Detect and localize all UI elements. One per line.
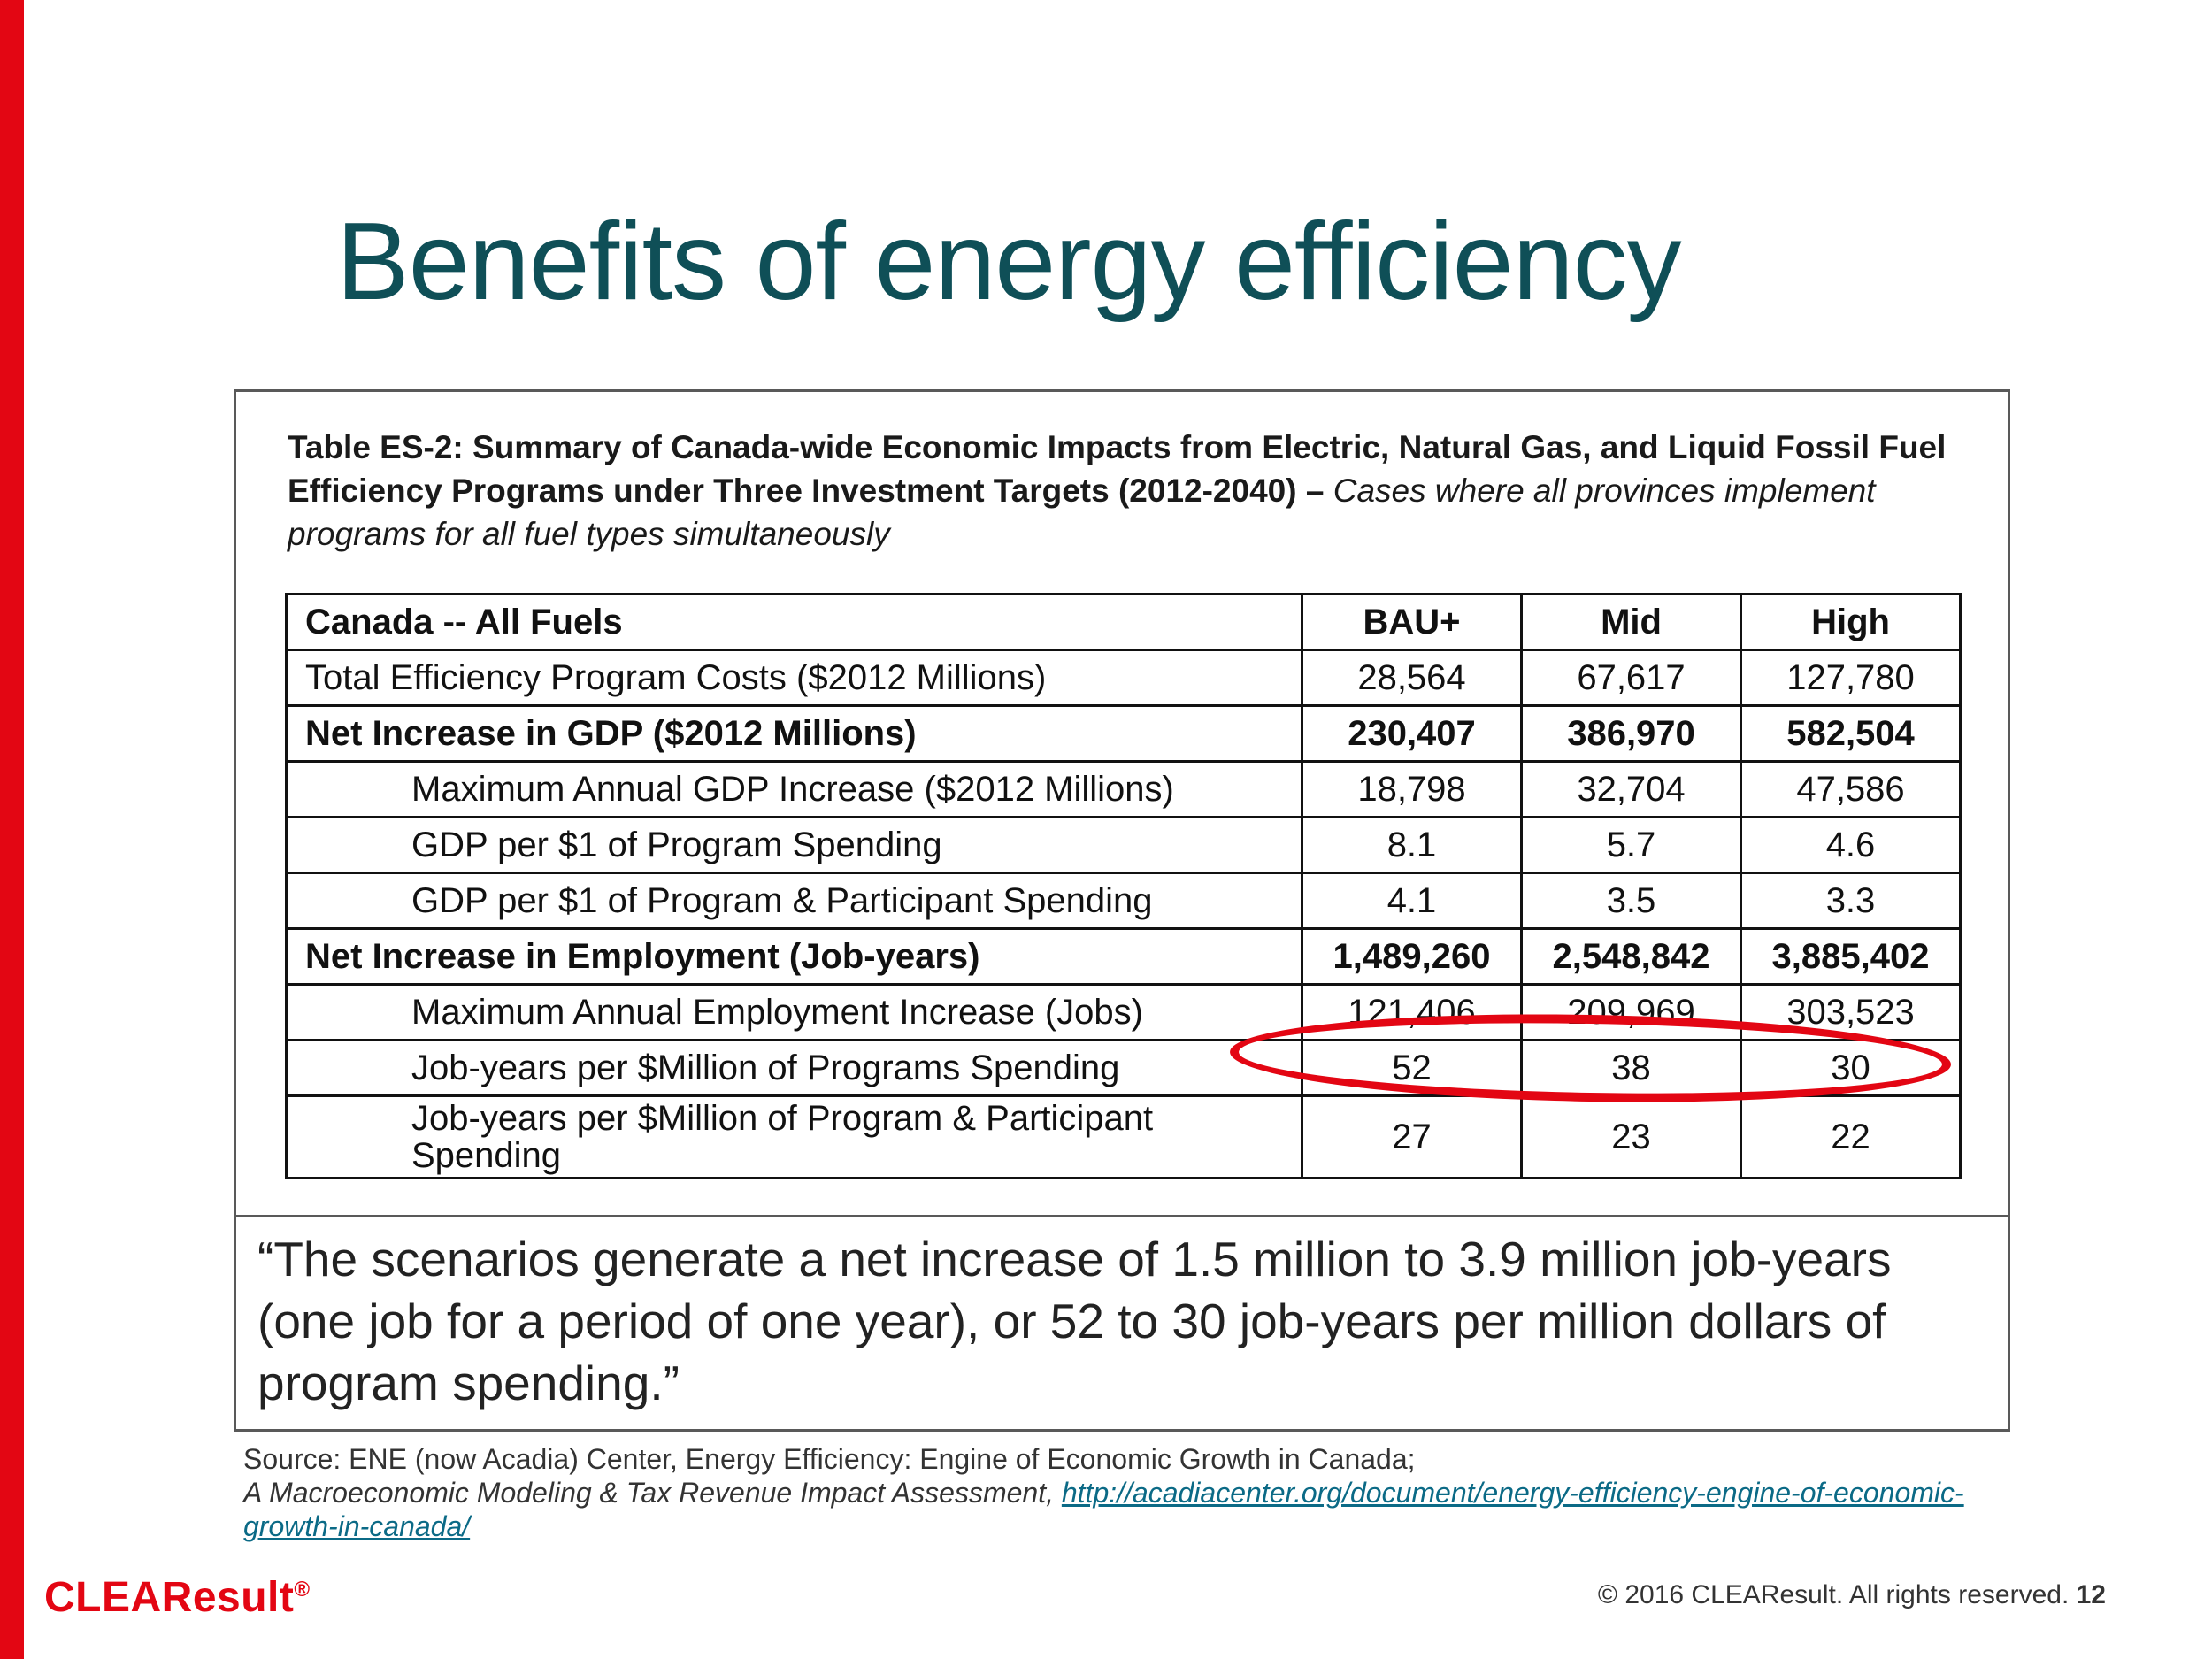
cell-bau: 230,407 [1301,704,1523,763]
cell-bau: 52 [1301,1039,1523,1097]
table-row: Total Efficiency Program Costs ($2012 Mi… [285,649,1962,707]
slide-title: Benefits of energy efficiency [336,201,1682,323]
cell-high: 3.3 [1740,872,1962,930]
table-header-row: Canada -- All Fuels BAU+ Mid High [285,593,1962,651]
cell-mid: 2,548,842 [1520,927,1742,986]
row-label: Job-years per $Million of Program & Part… [285,1094,1303,1179]
cell-high: 4.6 [1740,816,1962,874]
header-cell: BAU+ [1301,593,1523,651]
cell-bau: 4.1 [1301,872,1523,930]
cell-bau: 28,564 [1301,649,1523,707]
cell-mid: 67,617 [1520,649,1742,707]
cell-bau: 121,406 [1301,983,1523,1041]
table-row: GDP per $1 of Program & Participant Spen… [285,872,1962,930]
table-frame: Table ES-2: Summary of Canada-wide Econo… [234,389,2010,1217]
cell-mid: 209,969 [1520,983,1742,1041]
row-label: Maximum Annual Employment Increase (Jobs… [285,983,1303,1041]
cell-high: 582,504 [1740,704,1962,763]
cell-high: 127,780 [1740,649,1962,707]
table-row: Net Increase in Employment (Job-years) 1… [285,927,1962,986]
table-caption: Table ES-2: Summary of Canada-wide Econo… [288,426,1969,556]
cell-high: 30 [1740,1039,1962,1097]
source-subtitle: A Macroeconomic Modeling & Tax Revenue I… [243,1477,1054,1509]
cell-mid: 23 [1520,1094,1742,1179]
row-label: GDP per $1 of Program Spending [285,816,1303,874]
table-caption-italic: Cases where all provinces implement prog… [288,472,1876,552]
source-line-1: Source: ENE (now Acadia) Center, Energy … [243,1443,1416,1475]
row-label: Total Efficiency Program Costs ($2012 Mi… [285,649,1303,707]
cell-high: 22 [1740,1094,1962,1179]
table-row: Job-years per $Million of Program & Part… [285,1094,1962,1179]
clearesult-logo: CLEAResult® [44,1573,311,1622]
cell-high: 3,885,402 [1740,927,1962,986]
row-label: Net Increase in Employment (Job-years) [285,927,1303,986]
table-row: Net Increase in GDP ($2012 Millions) 230… [285,704,1962,763]
table-row: Job-years per $Million of Programs Spend… [285,1039,1962,1097]
cell-bau: 27 [1301,1094,1523,1179]
registered-mark: ® [294,1578,311,1601]
header-cell: Canada -- All Fuels [285,593,1303,651]
cell-high: 303,523 [1740,983,1962,1041]
row-label: Maximum Annual GDP Increase ($2012 Milli… [285,760,1303,818]
cell-mid: 32,704 [1520,760,1742,818]
header-cell: High [1740,593,1962,651]
cell-mid: 38 [1520,1039,1742,1097]
source-citation: Source: ENE (now Acadia) Center, Energy … [243,1442,2013,1543]
footer-copyright: © 2016 CLEAResult. All rights reserved. … [1598,1580,2106,1610]
source-link[interactable]: http://acadiacenter.org/document/energy-… [243,1477,1964,1542]
logo-text: CLEAResult [44,1574,295,1621]
cell-mid: 5.7 [1520,816,1742,874]
header-cell: Mid [1520,593,1742,651]
source-line-2: A Macroeconomic Modeling & Tax Revenue I… [243,1476,2013,1543]
cell-bau: 1,489,260 [1301,927,1523,986]
cell-high: 47,586 [1740,760,1962,818]
table-row: Maximum Annual Employment Increase (Jobs… [285,983,1962,1041]
page-number: 12 [2076,1580,2106,1609]
table-row: Maximum Annual GDP Increase ($2012 Milli… [285,760,1962,818]
quote-box: “The scenarios generate a net increase o… [234,1217,2010,1432]
impacts-table: Canada -- All Fuels BAU+ Mid High Total … [285,593,1962,1179]
cell-mid: 386,970 [1520,704,1742,763]
row-label: GDP per $1 of Program & Participant Spen… [285,872,1303,930]
table-caption-bold: Table ES-2: Summary of Canada-wide Econo… [288,429,1947,509]
quote-text: “The scenarios generate a net increase o… [257,1232,1892,1410]
cell-bau: 8.1 [1301,816,1523,874]
cell-mid: 3.5 [1520,872,1742,930]
cell-bau: 18,798 [1301,760,1523,818]
copyright-text: © 2016 CLEAResult. All rights reserved. [1597,1580,2070,1609]
table-row: GDP per $1 of Program Spending 8.1 5.7 4… [285,816,1962,874]
row-label: Job-years per $Million of Programs Spend… [285,1039,1303,1097]
row-label: Net Increase in GDP ($2012 Millions) [285,704,1303,763]
accent-bar [0,0,24,1659]
